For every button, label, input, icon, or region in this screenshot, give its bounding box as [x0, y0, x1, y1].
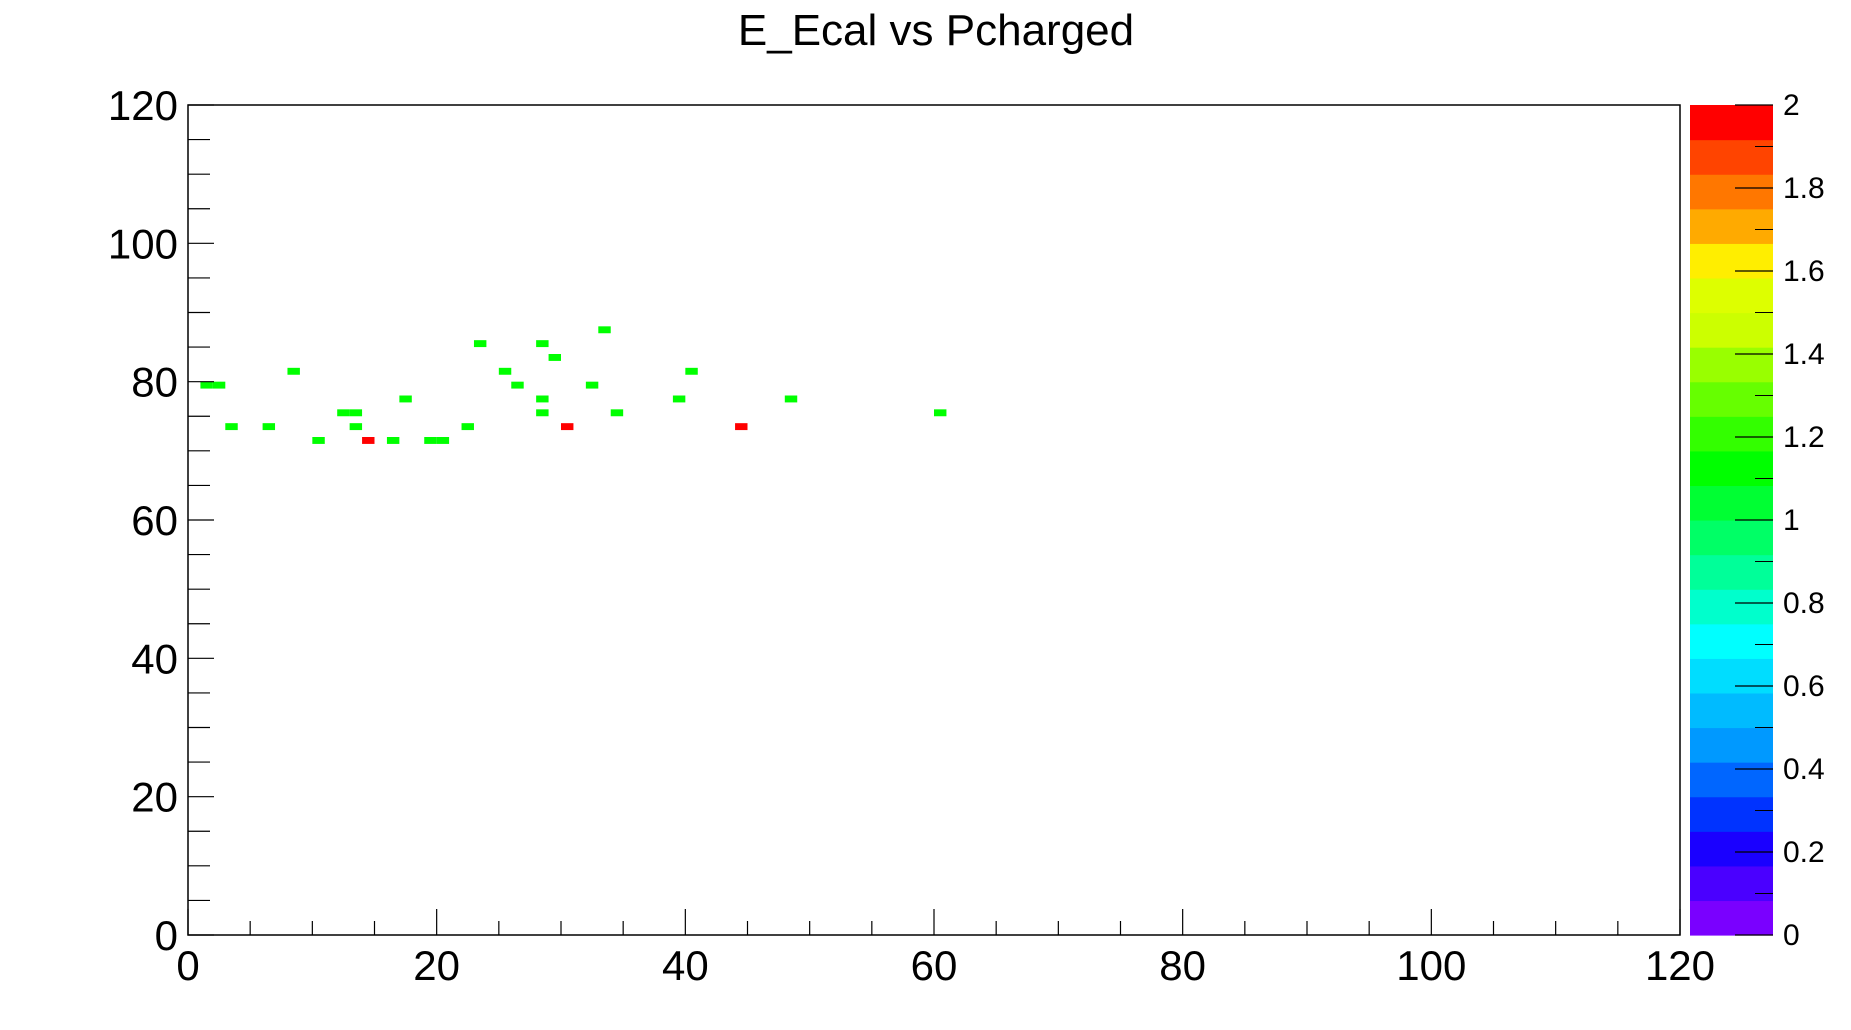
color-scale-segment — [1690, 381, 1773, 417]
data-cell — [598, 326, 611, 334]
color-scale-segment — [1690, 520, 1773, 556]
data-cell — [536, 409, 549, 417]
data-cells — [200, 326, 947, 444]
data-cell — [312, 437, 325, 444]
data-cell — [212, 381, 226, 389]
data-cell — [511, 381, 524, 389]
data-cell — [200, 381, 213, 389]
x-tick-label: 20 — [413, 942, 460, 989]
color-scale-tick-label: 0.8 — [1783, 587, 1825, 620]
chart-title: E_Ecal vs Pcharged — [738, 6, 1134, 55]
y-tick-label: 40 — [131, 635, 178, 682]
data-cell — [349, 423, 363, 431]
color-scale-segment — [1690, 347, 1773, 383]
color-scale-segment — [1690, 450, 1773, 487]
data-cell — [262, 423, 276, 431]
color-scale-segment — [1690, 312, 1773, 348]
x-tick-label: 40 — [662, 942, 709, 989]
color-scale-segment — [1690, 727, 1773, 763]
color-scale-segment — [1690, 174, 1773, 210]
color-scale-tick-label: 0.4 — [1783, 753, 1825, 786]
color-scale-tick-label: 1.4 — [1783, 338, 1825, 371]
x-tick-label: 60 — [911, 942, 958, 989]
color-scale-segment — [1690, 243, 1773, 279]
color-scale: 0 0.2 0.4 0.6 0.8 1 1.2 1.4 1.6 1.8 2 — [1690, 89, 1825, 952]
color-scale-tick-label: 1.6 — [1783, 255, 1825, 288]
color-scale-tick-label: 0 — [1783, 919, 1800, 952]
color-scale-tick-label: 1 — [1783, 504, 1800, 537]
y-tick-label: 80 — [131, 359, 178, 406]
color-scale-segment — [1690, 865, 1773, 902]
color-scale-segment — [1690, 796, 1773, 832]
color-scale-segment — [1690, 589, 1773, 625]
x-tick-label: 100 — [1396, 942, 1466, 989]
data-cell — [536, 340, 549, 348]
x-tick-label: 120 — [1645, 942, 1715, 989]
data-cell — [225, 423, 238, 431]
y-tick-label: 120 — [108, 82, 178, 129]
x-tick-label: 80 — [1159, 942, 1206, 989]
data-cell — [685, 367, 698, 375]
y-tick-label: 100 — [108, 220, 178, 267]
color-scale-segment — [1690, 208, 1773, 244]
data-cell — [610, 409, 624, 417]
data-cell — [735, 423, 748, 431]
color-scale-segment — [1690, 623, 1773, 659]
data-cell — [287, 367, 300, 375]
y-tick-label: 60 — [131, 497, 178, 544]
color-scale-segment — [1690, 831, 1773, 867]
plot-frame — [187, 104, 1681, 936]
data-cell — [473, 340, 487, 348]
color-scale-tick-label: 0.2 — [1783, 836, 1825, 869]
data-cell — [784, 395, 798, 403]
color-scale-segment — [1690, 105, 1773, 141]
color-scale-segment — [1690, 692, 1773, 729]
data-cell — [536, 395, 549, 403]
color-scale-tick-label: 1.8 — [1783, 172, 1825, 205]
color-scale-segment — [1690, 554, 1773, 590]
data-cell — [436, 437, 450, 444]
data-cell — [561, 423, 574, 431]
color-scale-segment — [1690, 139, 1773, 175]
color-scale-segment — [1690, 658, 1773, 694]
y-tick-label: 0 — [155, 912, 178, 959]
color-scale-segment — [1690, 277, 1773, 314]
data-cell — [362, 437, 375, 444]
data-cell — [399, 395, 412, 403]
data-cell — [934, 409, 947, 417]
data-cell — [548, 354, 561, 361]
data-cell — [498, 367, 512, 375]
data-cell — [585, 381, 599, 389]
y-tick-label: 20 — [131, 774, 178, 821]
data-cell — [349, 409, 363, 417]
y-axis: 0 20 40 60 80 100 120 — [108, 82, 214, 959]
color-scale-tick-label: 2 — [1783, 89, 1800, 122]
data-cell — [672, 395, 686, 403]
color-scale-tick-label: 1.2 — [1783, 421, 1825, 454]
data-cell — [424, 437, 437, 444]
color-scale-segment — [1690, 485, 1773, 521]
color-scale-segment — [1690, 900, 1773, 936]
data-cell — [386, 437, 400, 444]
data-cell — [461, 423, 474, 431]
data-cell — [337, 409, 350, 417]
color-scale-segment — [1690, 762, 1773, 798]
color-scale-tick-label: 0.6 — [1783, 670, 1825, 703]
color-scale-segment — [1690, 416, 1773, 452]
x-axis: 0 20 40 60 80 100 120 — [176, 909, 1715, 989]
x-tick-label: 0 — [176, 942, 199, 989]
